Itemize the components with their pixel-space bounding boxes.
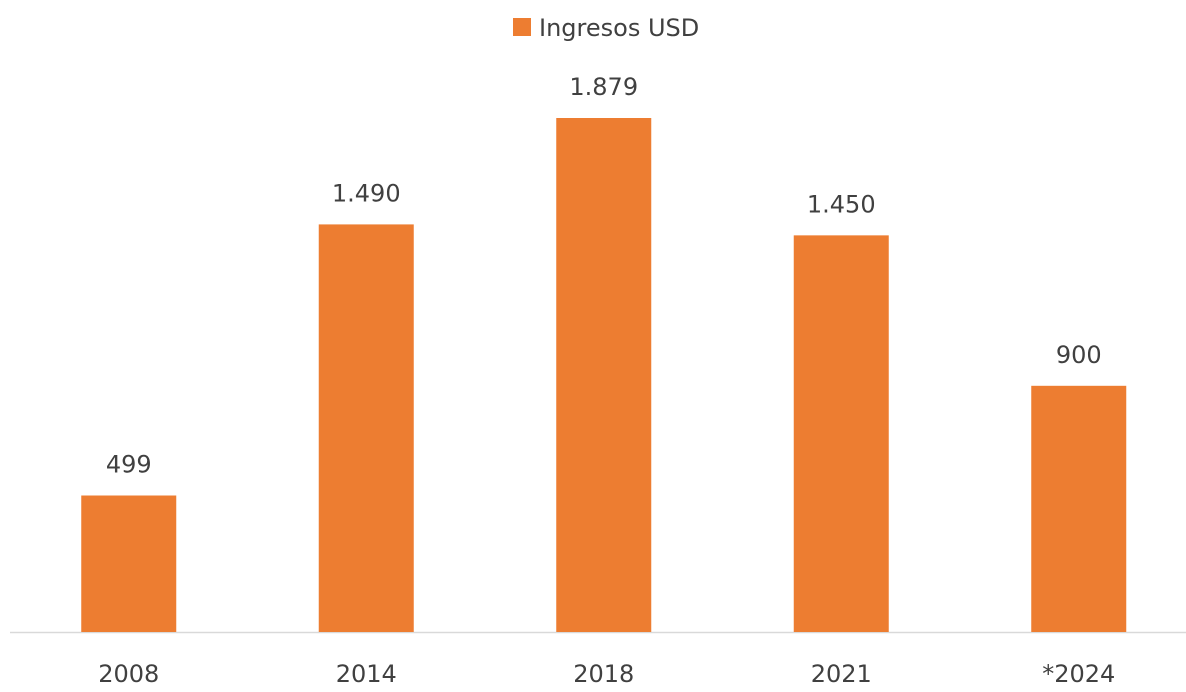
- value-label: 900: [1056, 341, 1102, 369]
- value-label: 1.450: [807, 190, 876, 218]
- legend-swatch: [513, 18, 531, 36]
- x-tick-label: 2008: [98, 660, 159, 688]
- value-label: 1.879: [569, 73, 638, 101]
- value-label: 499: [106, 450, 152, 478]
- bar: [793, 235, 889, 632]
- value-label: 1.490: [332, 179, 401, 207]
- legend-label: Ingresos USD: [539, 14, 699, 42]
- bar: [318, 224, 414, 632]
- x-tick-label: 2014: [336, 660, 397, 688]
- x-tick-label: 2018: [573, 660, 634, 688]
- bar: [81, 495, 177, 632]
- x-tick-label: *2024: [1042, 660, 1115, 688]
- bar: [556, 118, 652, 632]
- x-tick-label: 2021: [811, 660, 872, 688]
- bar: [1031, 385, 1127, 632]
